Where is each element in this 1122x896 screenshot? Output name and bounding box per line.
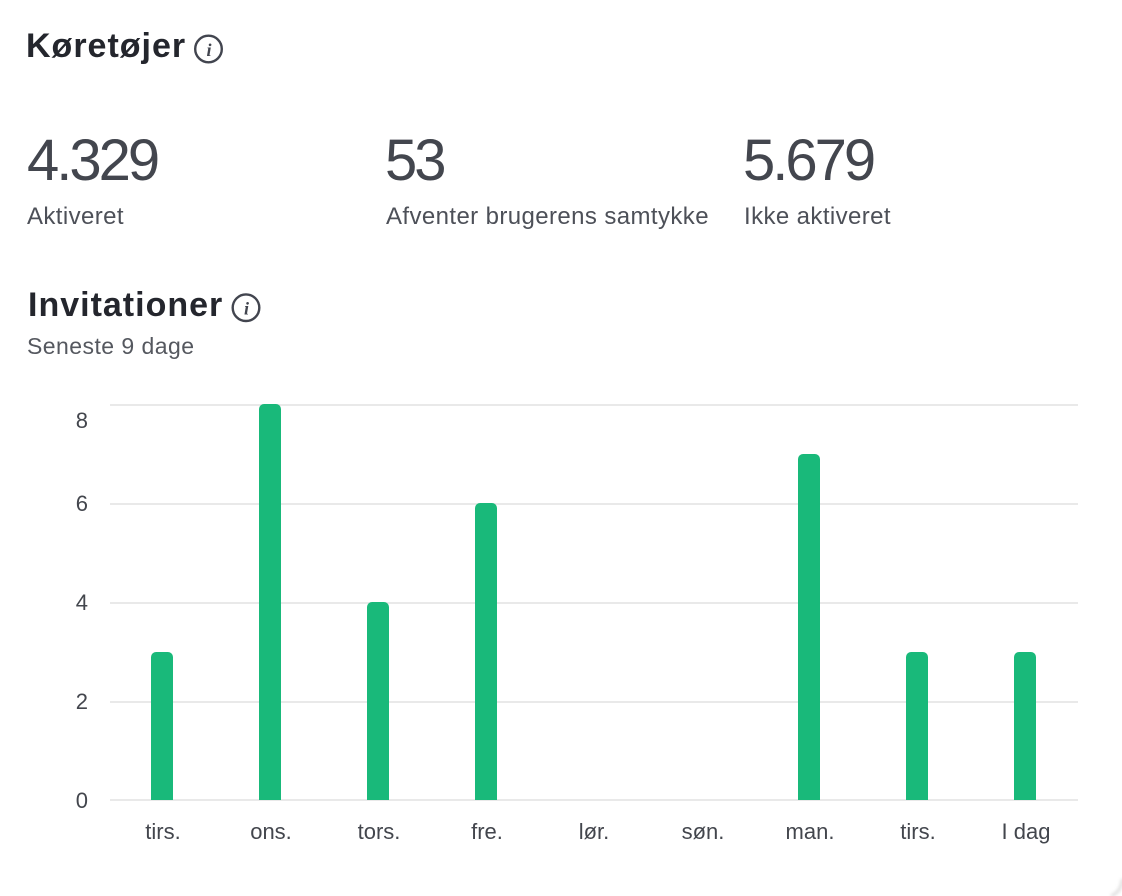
svg-text:i: i <box>244 299 249 319</box>
svg-text:i: i <box>206 40 211 60</box>
